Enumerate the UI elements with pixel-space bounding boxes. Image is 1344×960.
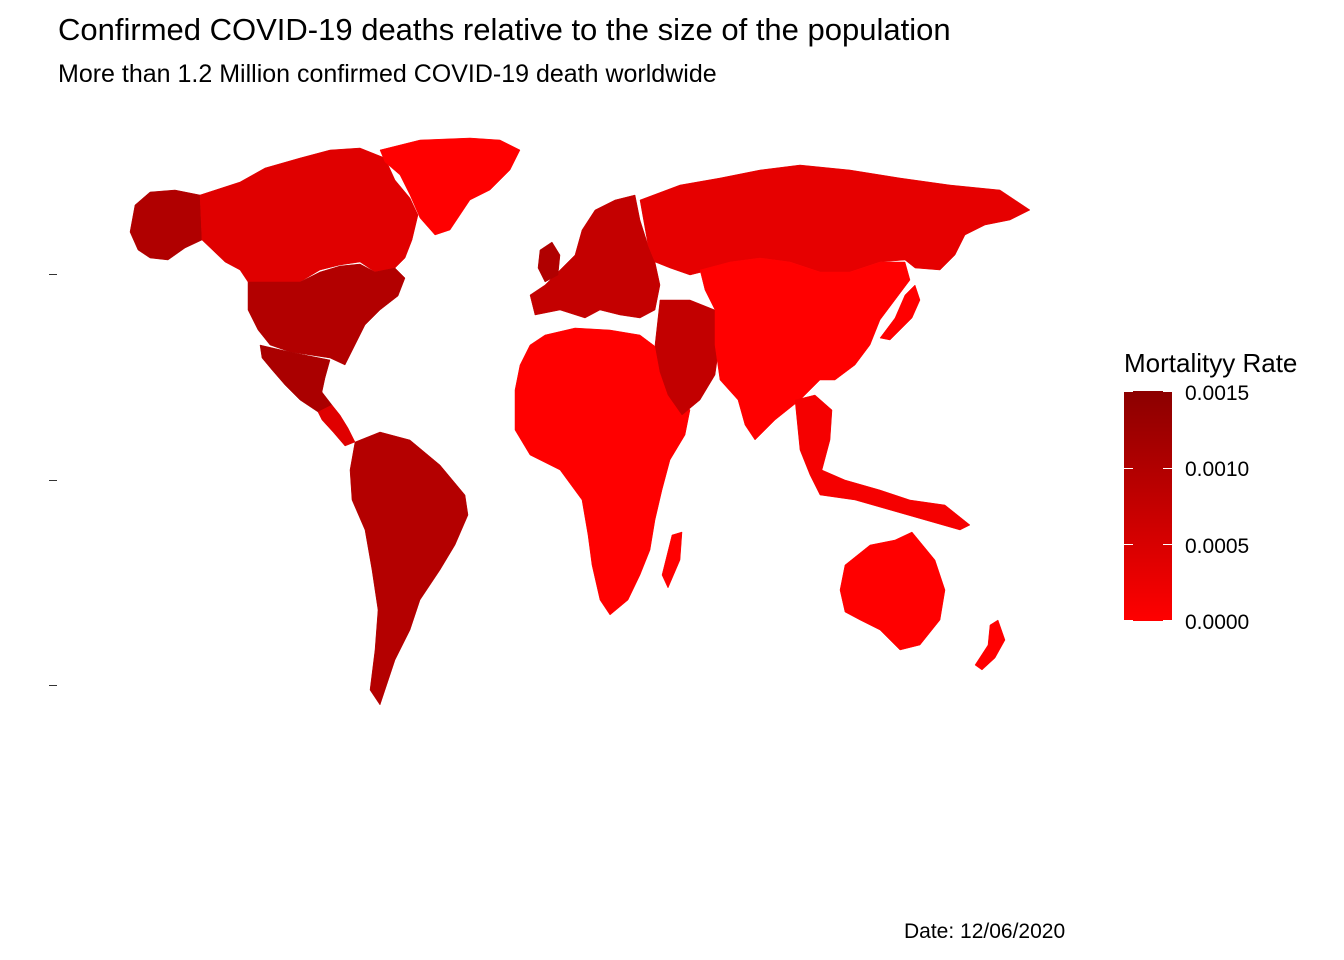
region-alaska [129,189,203,261]
region-new-zealand [974,619,1006,671]
legend-tick [1124,468,1172,469]
date-caption: Date: 12/06/2020 [904,920,1066,943]
region-greenland [379,137,521,236]
legend-tick [1124,544,1172,545]
region-africa [514,327,691,616]
legend-tick [1124,391,1172,392]
y-axis-tick [49,685,57,686]
region-australia [839,531,946,651]
region-south-america [349,431,469,706]
legend-label-max: 0.0015 [1185,382,1250,405]
region-usa [247,263,406,366]
legend-title: Mortalityy Rate [1124,348,1298,378]
y-axis-tick [49,274,57,275]
region-russia [639,164,1031,276]
chart-title: Confirmed COVID-19 deaths relative to th… [58,12,951,47]
region-british-isles [537,241,561,283]
legend-label-min: 0.0000 [1185,611,1250,634]
region-canada [199,147,419,283]
legend-label-high: 0.0010 [1185,458,1250,481]
chart-subtitle: More than 1.2 Million confirmed COVID-19… [58,60,717,88]
region-madagascar [661,531,683,589]
y-axis-tick [49,480,57,481]
region-middle-east [654,299,721,416]
region-southeast-asia [794,394,971,531]
legend-colorbar [1124,391,1172,621]
legend-label-mid: 0.0005 [1185,535,1250,558]
region-asia [699,257,911,441]
region-europe [529,194,661,319]
region-central-america [317,404,356,447]
region-japan [879,284,921,341]
legend-tick [1124,620,1172,621]
